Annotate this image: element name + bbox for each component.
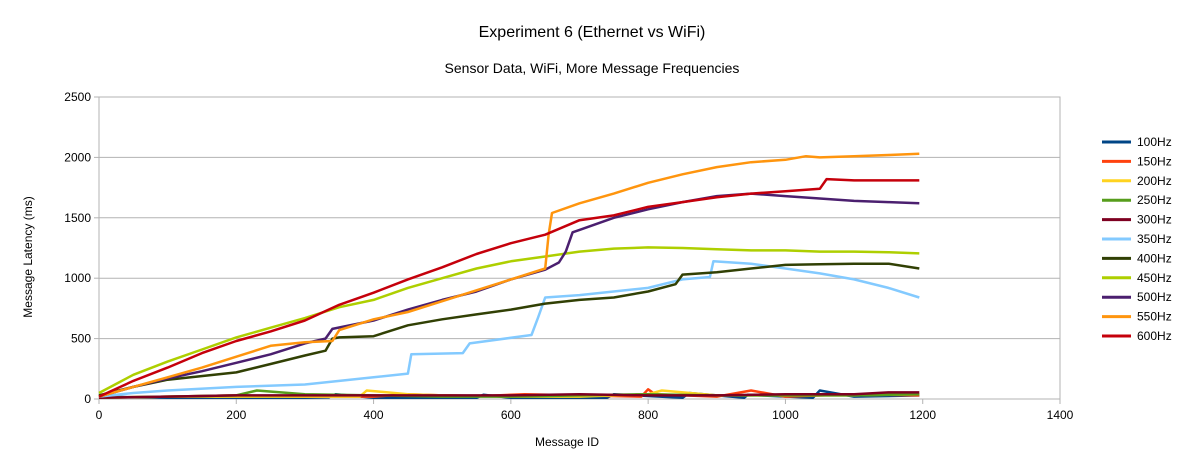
legend-label-500hz: 500Hz bbox=[1137, 290, 1172, 304]
series-line-600hz bbox=[98, 177, 920, 398]
legend-label-450hz: 450Hz bbox=[1137, 271, 1172, 285]
legend-label-250hz: 250Hz bbox=[1137, 193, 1172, 207]
legend-item-550hz: 550Hz bbox=[1102, 310, 1172, 324]
series-line-450hz bbox=[98, 246, 920, 395]
legend-item-600hz: 600Hz bbox=[1102, 329, 1172, 343]
axis-ticks: 0 500 1000 1500 2000 2500 0 200 400 600 800 1000 120… bbox=[64, 90, 1073, 422]
y-tick-label: 1500 bbox=[64, 211, 91, 225]
y-axis-label: Message Latency (ms) bbox=[21, 196, 35, 317]
x-tick-label: 1200 bbox=[909, 408, 936, 422]
x-tick-label: 200 bbox=[226, 408, 246, 422]
legend-item-400hz: 400Hz bbox=[1102, 251, 1172, 265]
legend-item-250hz: 250Hz bbox=[1102, 193, 1172, 207]
series-line-350hz bbox=[98, 260, 920, 398]
legend-label-300hz: 300Hz bbox=[1137, 213, 1172, 227]
x-tick-label: 1000 bbox=[772, 408, 799, 422]
x-tick-label: 600 bbox=[501, 408, 521, 422]
y-tick-label: 2000 bbox=[64, 150, 91, 164]
legend-item-500hz: 500Hz bbox=[1102, 290, 1172, 304]
series-line-300hz bbox=[98, 391, 920, 400]
legend-item-350hz: 350Hz bbox=[1102, 232, 1172, 246]
series-lines bbox=[98, 152, 920, 400]
legend-label-150hz: 150Hz bbox=[1137, 154, 1172, 168]
x-axis-label: Message ID bbox=[535, 435, 599, 449]
x-tick-label: 1400 bbox=[1047, 408, 1074, 422]
legend-item-300hz: 300Hz bbox=[1102, 213, 1172, 227]
legend-item-150hz: 150Hz bbox=[1102, 154, 1172, 168]
y-tick-label: 1000 bbox=[64, 271, 91, 285]
legend-item-200hz: 200Hz bbox=[1102, 174, 1172, 188]
y-tick-label: 0 bbox=[84, 392, 91, 406]
legend-label-200hz: 200Hz bbox=[1137, 174, 1172, 188]
legend-item-450hz: 450Hz bbox=[1102, 271, 1172, 285]
legend-label-550hz: 550Hz bbox=[1137, 310, 1172, 324]
x-tick-label: 800 bbox=[638, 408, 658, 422]
series-line-550hz bbox=[98, 152, 920, 398]
legend-item-100hz: 100Hz bbox=[1102, 135, 1172, 149]
x-tick-label: 400 bbox=[364, 408, 384, 422]
chart-subtitle: Sensor Data, WiFi, More Message Frequenc… bbox=[445, 60, 740, 76]
legend: 100Hz 150Hz 200Hz 250Hz 300Hz 350Hz 400Hz 450Hz… bbox=[1102, 135, 1172, 343]
y-tick-label: 500 bbox=[71, 332, 91, 346]
x-tick-label: 0 bbox=[96, 408, 103, 422]
legend-label-100hz: 100Hz bbox=[1137, 135, 1172, 149]
series-line-500hz bbox=[98, 192, 920, 398]
series-line-400hz bbox=[98, 262, 920, 397]
legend-label-350hz: 350Hz bbox=[1137, 232, 1172, 246]
legend-label-400hz: 400Hz bbox=[1137, 251, 1172, 265]
gridlines bbox=[99, 156, 1060, 340]
legend-label-600hz: 600Hz bbox=[1137, 329, 1172, 343]
chart-title: Experiment 6 (Ethernet vs WiFi) bbox=[479, 24, 706, 41]
y-tick-label: 2500 bbox=[64, 90, 91, 104]
